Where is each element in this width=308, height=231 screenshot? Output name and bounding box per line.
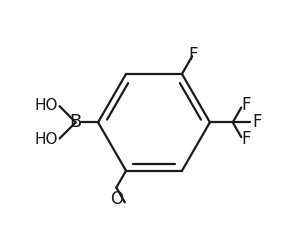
Text: B: B — [70, 113, 82, 131]
Text: F: F — [253, 113, 262, 131]
Text: HO: HO — [35, 132, 59, 147]
Text: O: O — [110, 190, 123, 208]
Text: F: F — [242, 96, 251, 114]
Text: F: F — [188, 46, 198, 64]
Text: HO: HO — [35, 97, 59, 112]
Text: F: F — [242, 131, 251, 149]
